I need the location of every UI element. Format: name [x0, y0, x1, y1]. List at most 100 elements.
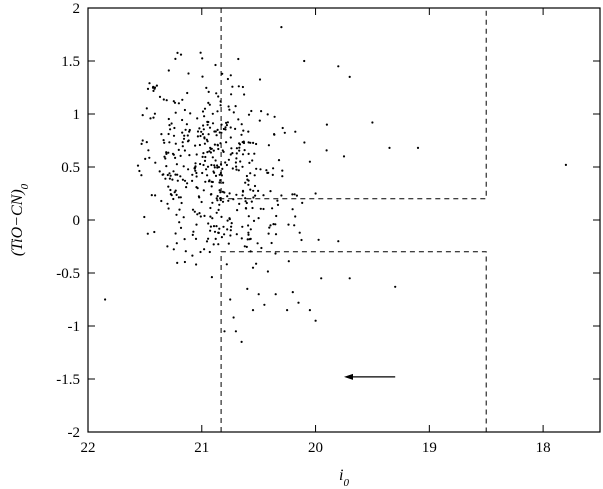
data-point: [181, 98, 184, 101]
data-point: [166, 245, 169, 248]
data-point: [215, 211, 218, 214]
data-point: [291, 291, 294, 294]
data-point: [211, 156, 214, 159]
data-point: [273, 133, 276, 136]
data-point: [182, 137, 186, 140]
data-point: [206, 123, 209, 126]
data-point: [216, 144, 219, 147]
data-point: [187, 168, 190, 171]
data-point: [251, 266, 255, 269]
data-point: [229, 234, 232, 237]
data-point: [147, 149, 150, 152]
data-point: [179, 175, 182, 178]
data-point: [221, 167, 224, 170]
data-point: [144, 157, 147, 160]
data-point: [227, 199, 230, 202]
data-point: [213, 171, 216, 174]
data-point: [229, 126, 232, 129]
data-point: [224, 161, 227, 164]
data-point: [174, 232, 177, 235]
data-point: [188, 130, 191, 133]
data-point: [216, 128, 219, 131]
data-point: [196, 135, 199, 138]
data-point: [169, 193, 172, 196]
data-point: [194, 237, 198, 240]
data-point: [191, 173, 194, 176]
y-axis-label: (TiO−CN)0: [9, 183, 31, 256]
data-point: [148, 82, 151, 85]
x-tick-label: 21: [194, 440, 209, 456]
data-point: [175, 213, 178, 216]
data-point: [274, 233, 278, 236]
data-point: [229, 229, 232, 232]
data-point: [241, 85, 244, 89]
data-point: [219, 104, 222, 107]
data-point: [167, 185, 170, 188]
data-point: [348, 75, 351, 78]
data-point: [214, 174, 218, 177]
data-point: [201, 110, 205, 113]
y-tick-label: 0: [73, 213, 81, 229]
data-point: [257, 189, 260, 192]
data-point: [251, 159, 254, 162]
x-tick-label: 22: [81, 440, 96, 456]
data-point: [143, 215, 146, 219]
data-point: [191, 208, 195, 211]
data-point: [209, 206, 212, 210]
data-point: [219, 163, 223, 166]
data-point: [214, 237, 217, 240]
data-point: [209, 225, 212, 228]
data-point: [250, 200, 253, 203]
data-point: [154, 161, 157, 164]
data-point: [227, 158, 230, 161]
data-point: [153, 112, 156, 115]
data-point: [195, 223, 198, 226]
data-point: [201, 171, 204, 175]
data-point: [274, 223, 277, 226]
data-point: [274, 252, 277, 255]
data-point: [300, 238, 303, 242]
data-point: [196, 130, 200, 133]
data-point: [167, 132, 170, 136]
data-point: [239, 160, 242, 163]
data-point: [237, 57, 240, 61]
data-point: [234, 127, 237, 130]
data-point: [247, 215, 250, 218]
region-upper: [220, 8, 487, 200]
data-point: [183, 149, 186, 152]
data-points: [104, 26, 568, 343]
data-point: [184, 250, 187, 253]
data-point: [303, 59, 306, 63]
data-point: [257, 217, 260, 220]
data-point: [167, 151, 170, 154]
data-point: [325, 123, 328, 126]
data-point: [168, 172, 171, 175]
annotations: [344, 373, 396, 380]
data-point: [160, 133, 163, 136]
data-point: [220, 215, 223, 218]
data-point: [167, 207, 170, 210]
data-point: [235, 168, 238, 171]
data-point: [174, 189, 177, 192]
data-point: [198, 196, 201, 199]
data-point: [179, 53, 183, 56]
data-point: [210, 147, 213, 150]
data-point: [337, 65, 340, 68]
data-point: [234, 161, 237, 164]
data-point: [235, 233, 238, 236]
data-point: [237, 85, 240, 88]
data-point: [205, 86, 208, 89]
data-point: [207, 90, 210, 93]
y-axis-label-subscript: 0: [19, 183, 31, 189]
data-point: [213, 143, 216, 146]
data-point: [240, 123, 243, 126]
data-point: [251, 309, 255, 312]
data-point: [199, 162, 202, 166]
data-point: [207, 120, 210, 124]
data-point: [141, 114, 144, 117]
data-point: [241, 141, 244, 144]
data-point: [258, 78, 262, 81]
data-point: [199, 51, 202, 54]
data-point: [138, 169, 141, 173]
data-point: [243, 149, 246, 152]
